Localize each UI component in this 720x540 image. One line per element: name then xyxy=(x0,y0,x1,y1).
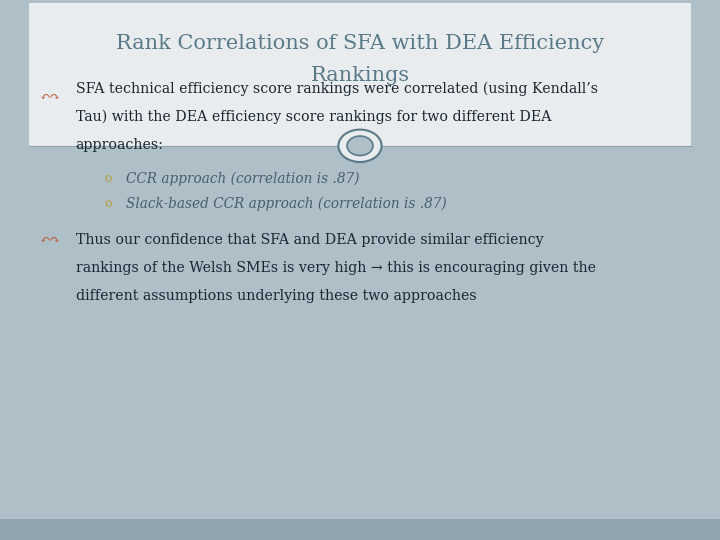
Text: Slack-based CCR approach (correlation is .87): Slack-based CCR approach (correlation is… xyxy=(126,197,446,211)
FancyBboxPatch shape xyxy=(29,3,691,146)
Bar xyxy=(0,519,720,540)
Text: ↶↷: ↶↷ xyxy=(40,91,60,104)
Text: different assumptions underlying these two approaches: different assumptions underlying these t… xyxy=(76,289,476,303)
Text: SFA technical efficiency score rankings were correlated (using Kendall’s: SFA technical efficiency score rankings … xyxy=(76,82,598,96)
Text: Tau) with the DEA efficiency score rankings for two different DEA: Tau) with the DEA efficiency score ranki… xyxy=(76,110,551,124)
Text: Thus our confidence that SFA and DEA provide similar efficiency: Thus our confidence that SFA and DEA pro… xyxy=(76,233,543,247)
Text: Rank Correlations of SFA with DEA Efficiency: Rank Correlations of SFA with DEA Effici… xyxy=(116,33,604,53)
Text: rankings of the Welsh SMEs is very high → this is encouraging given the: rankings of the Welsh SMEs is very high … xyxy=(76,261,595,275)
Circle shape xyxy=(347,136,373,156)
Circle shape xyxy=(338,130,382,162)
Text: o: o xyxy=(104,172,112,185)
Text: approaches:: approaches: xyxy=(76,138,163,152)
Text: ↶↷: ↶↷ xyxy=(40,234,60,247)
Text: CCR approach (correlation is .87): CCR approach (correlation is .87) xyxy=(126,171,359,186)
Text: Rankings: Rankings xyxy=(310,66,410,85)
Text: o: o xyxy=(104,197,112,210)
